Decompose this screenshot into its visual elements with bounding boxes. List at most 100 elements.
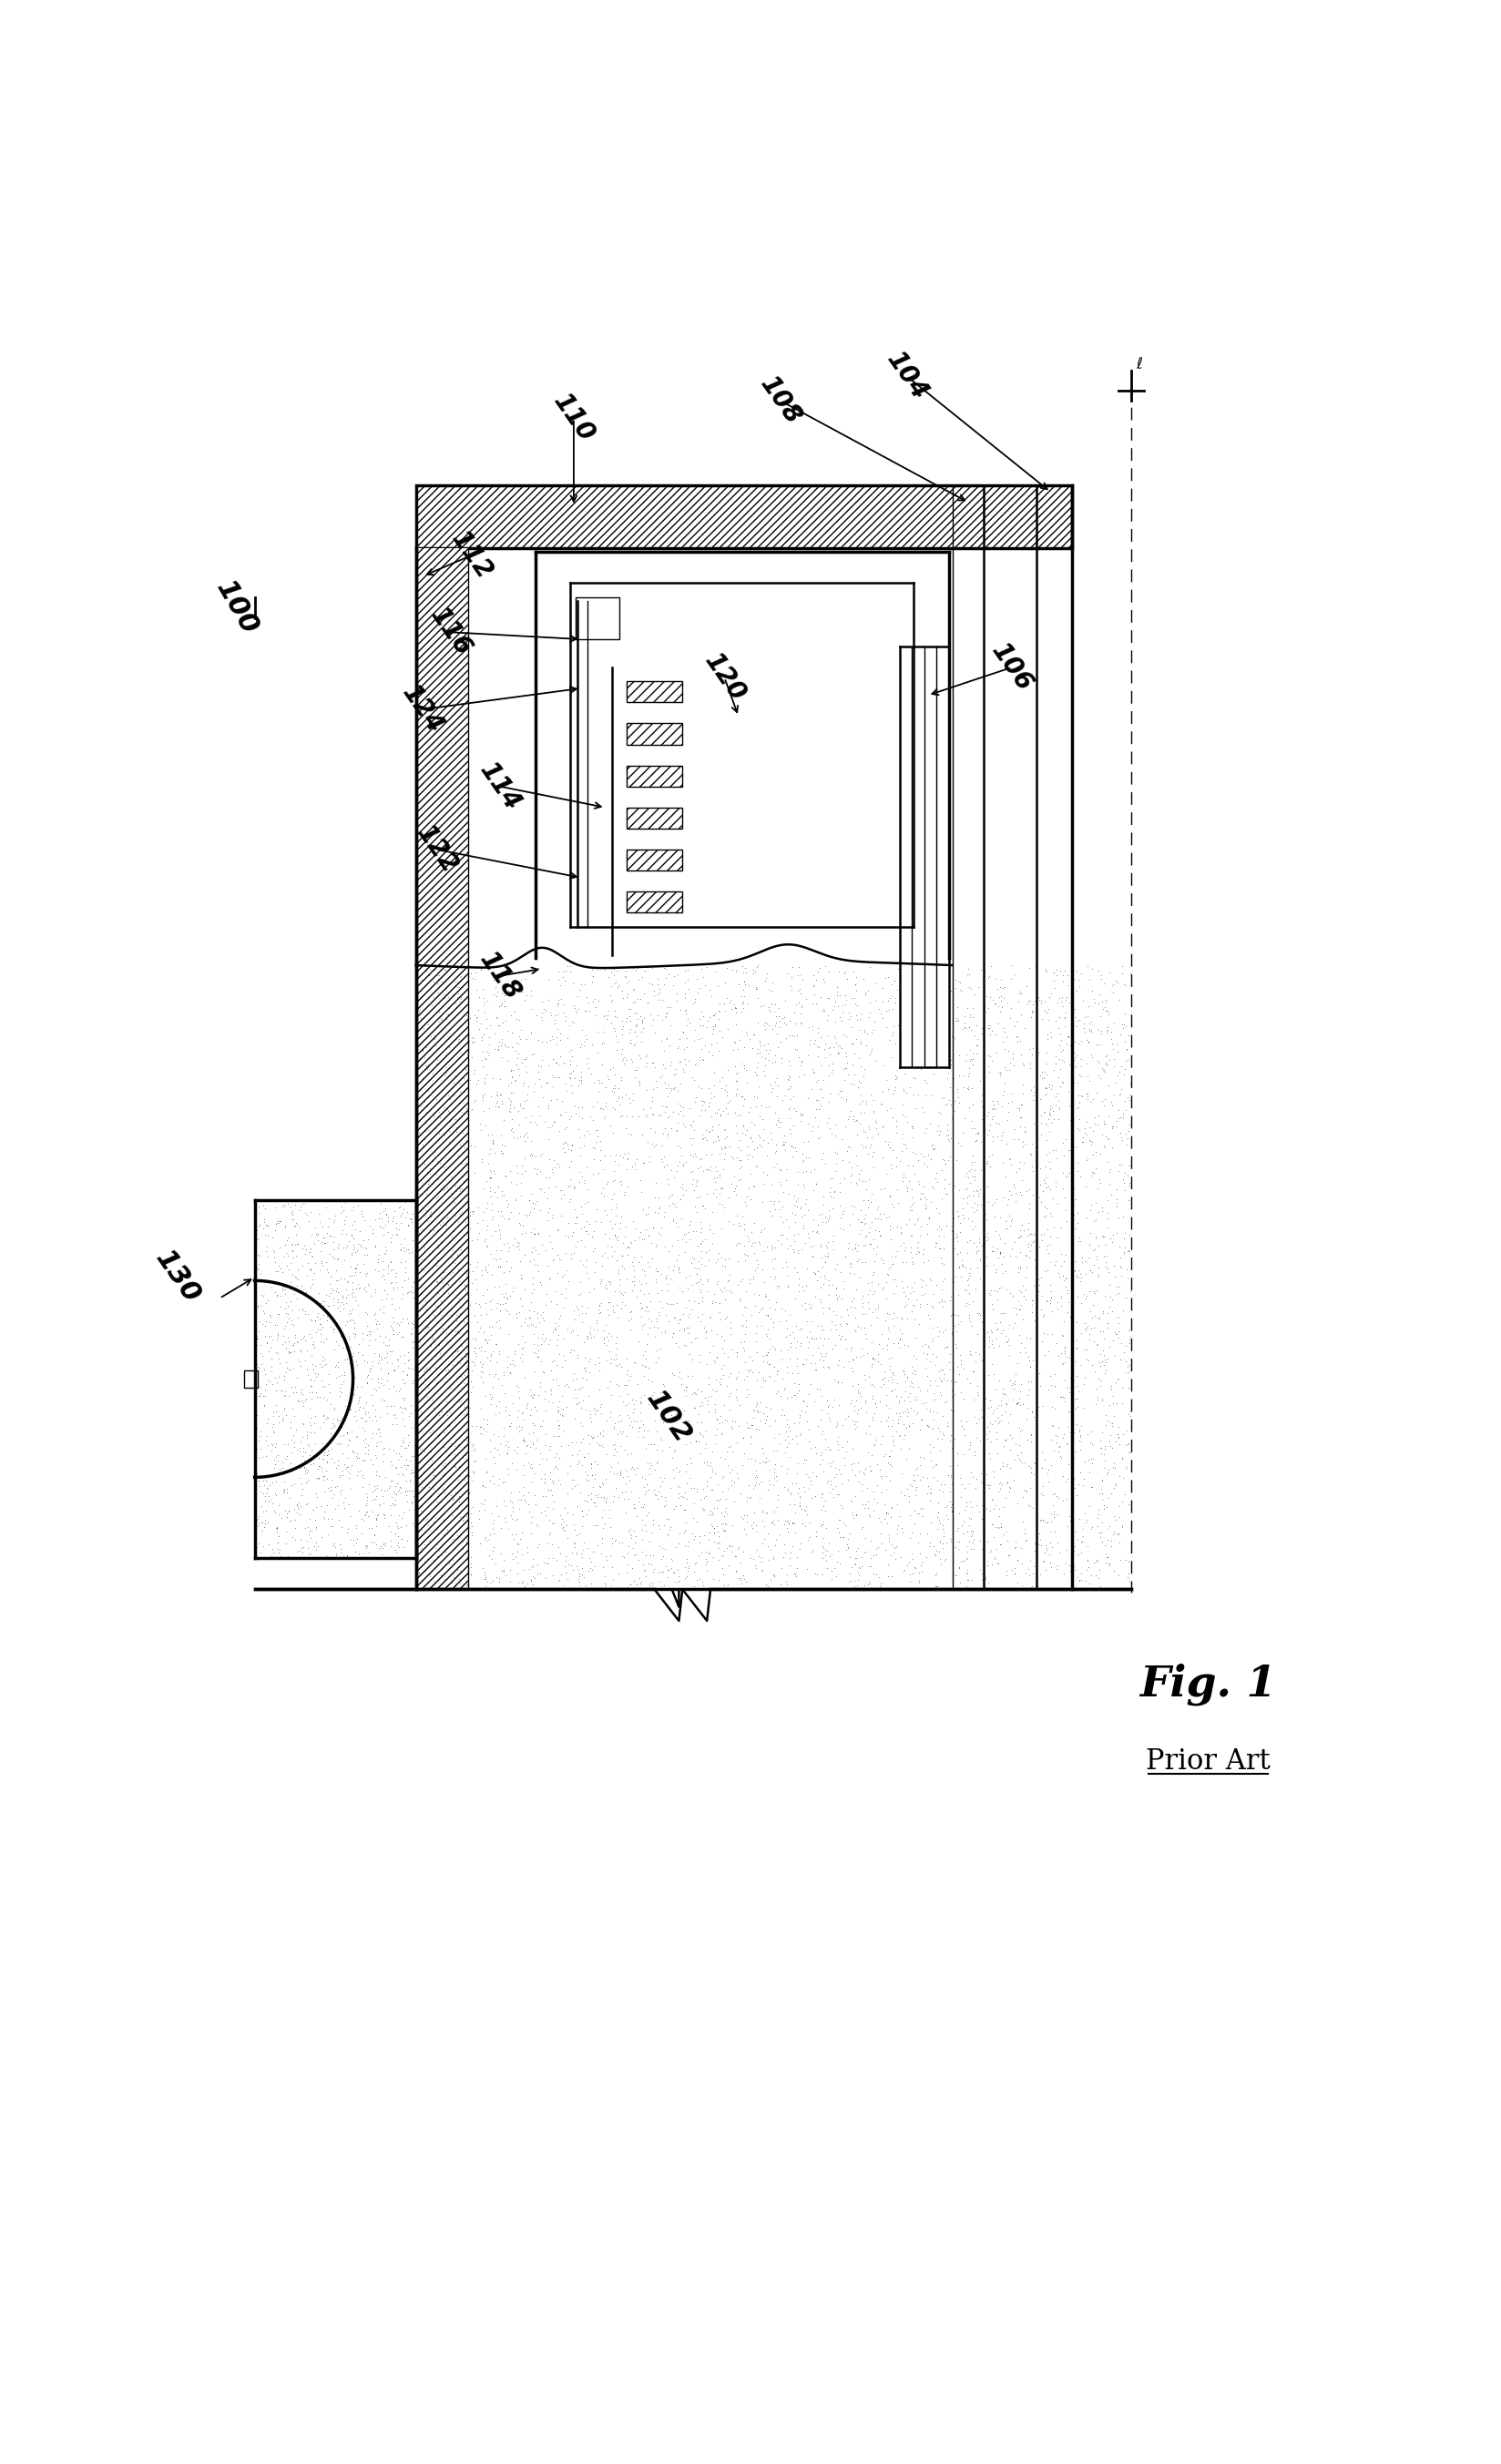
Point <box>353 1254 377 1294</box>
Point <box>647 1294 671 1333</box>
Point <box>552 1109 576 1148</box>
Point <box>752 1005 776 1045</box>
Point <box>440 1230 464 1269</box>
Point <box>1049 1257 1073 1296</box>
Point <box>701 1124 725 1163</box>
Point <box>668 1087 692 1126</box>
Point <box>377 1469 401 1508</box>
Point <box>527 1212 551 1252</box>
Point <box>796 1328 820 1368</box>
Point <box>378 1446 402 1486</box>
Point <box>941 1363 965 1402</box>
Point <box>1093 1126 1117 1165</box>
Point <box>525 1244 549 1284</box>
Point <box>540 1020 564 1060</box>
Point <box>824 1557 848 1597</box>
Point <box>1091 1217 1115 1257</box>
Point <box>1051 1377 1075 1417</box>
Point <box>705 1232 729 1271</box>
Point <box>351 1422 375 1461</box>
Point <box>489 1535 513 1574</box>
Point <box>603 1141 627 1180</box>
Point <box>1096 991 1120 1030</box>
Point <box>437 1407 461 1446</box>
Point <box>417 1510 441 1550</box>
Point <box>988 1232 1012 1271</box>
Point <box>693 1412 717 1451</box>
Point <box>480 1530 504 1570</box>
Point <box>1073 1503 1097 1542</box>
Point <box>581 1153 605 1193</box>
Point <box>817 1035 841 1074</box>
Point <box>941 1296 965 1335</box>
Point <box>875 1557 899 1597</box>
Point <box>480 956 504 995</box>
Point <box>769 1215 793 1254</box>
Point <box>871 981 895 1020</box>
Point <box>368 1205 392 1244</box>
Point <box>749 1099 773 1138</box>
Point <box>363 1471 387 1510</box>
Point <box>476 1338 500 1377</box>
Point <box>605 1079 629 1119</box>
Point <box>405 1156 429 1195</box>
Point <box>788 1045 812 1084</box>
Point <box>824 1281 848 1321</box>
Point <box>850 993 874 1032</box>
Point <box>548 1296 572 1335</box>
Point <box>510 1205 534 1244</box>
Point <box>321 1200 345 1239</box>
Point <box>705 991 729 1030</box>
Point <box>584 1190 608 1230</box>
Point <box>560 1052 584 1092</box>
Point <box>512 1114 536 1153</box>
Point <box>558 1239 582 1279</box>
Point <box>573 1212 597 1252</box>
Point <box>1082 1131 1106 1170</box>
Point <box>399 1437 423 1476</box>
Point <box>432 976 456 1015</box>
Point <box>1088 1429 1112 1469</box>
Point <box>327 1355 351 1395</box>
Point <box>790 1042 814 1082</box>
Point <box>979 1284 1003 1323</box>
Point <box>776 1230 800 1269</box>
Point <box>444 1296 468 1335</box>
Point <box>1090 1217 1114 1257</box>
Point <box>308 1311 332 1350</box>
Point <box>961 1210 985 1249</box>
Point <box>877 1437 901 1476</box>
Point <box>1066 1055 1090 1094</box>
Point <box>842 1101 866 1141</box>
Point <box>1025 1387 1049 1427</box>
Point <box>572 1183 596 1222</box>
Point <box>1000 1276 1024 1316</box>
Point <box>480 1540 504 1579</box>
Point <box>1037 1225 1061 1264</box>
Point <box>859 1547 883 1587</box>
Point <box>356 1316 380 1355</box>
Point <box>1028 1555 1052 1594</box>
Point <box>251 1303 275 1343</box>
Point <box>1057 1015 1081 1055</box>
Point <box>665 954 689 993</box>
Point <box>338 1294 362 1333</box>
Point <box>410 1286 434 1326</box>
Point <box>387 1289 411 1328</box>
Point <box>844 1545 868 1584</box>
Point <box>923 1567 947 1607</box>
Point <box>389 1198 413 1237</box>
Point <box>1093 1542 1117 1582</box>
Point <box>747 1032 772 1072</box>
Point <box>309 1360 333 1400</box>
Point <box>357 1350 381 1390</box>
Point <box>695 1552 719 1592</box>
Point <box>723 1062 747 1101</box>
Point <box>443 1057 467 1096</box>
Point <box>447 1279 471 1318</box>
Point <box>585 1153 609 1193</box>
Point <box>597 1491 621 1530</box>
Point <box>702 1392 726 1432</box>
Point <box>545 1387 569 1427</box>
Point <box>339 1326 363 1365</box>
